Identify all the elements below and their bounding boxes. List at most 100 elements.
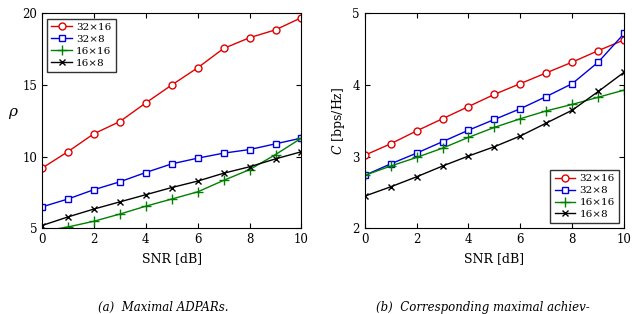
16×8 <box>516 134 524 138</box>
32×8 <box>516 107 524 111</box>
16×16 <box>271 153 279 156</box>
16×16 <box>220 178 227 182</box>
32×16 <box>491 92 499 96</box>
32×16 <box>298 16 305 19</box>
16×16 <box>116 212 124 216</box>
16×8 <box>142 193 150 197</box>
Y-axis label: $C$ [bps/Hz]: $C$ [bps/Hz] <box>330 87 347 155</box>
16×8 <box>38 224 45 227</box>
32×8 <box>543 95 550 98</box>
32×8 <box>361 174 369 177</box>
32×16 <box>142 101 150 105</box>
32×16 <box>168 83 175 87</box>
32×16 <box>543 71 550 75</box>
16×16 <box>595 95 602 99</box>
32×16 <box>116 120 124 123</box>
32×8 <box>413 151 420 155</box>
16×8 <box>194 179 202 183</box>
32×16 <box>413 129 420 133</box>
32×16 <box>271 28 279 32</box>
16×16 <box>168 197 175 201</box>
Y-axis label: $\rho$: $\rho$ <box>8 106 19 121</box>
32×16 <box>220 46 227 50</box>
16×16 <box>194 190 202 194</box>
32×16 <box>595 49 602 52</box>
16×16 <box>64 225 72 229</box>
Text: (a)  Maximal ADPARs.: (a) Maximal ADPARs. <box>98 301 228 314</box>
Legend: 32×16, 32×8, 16×16, 16×8: 32×16, 32×8, 16×16, 16×8 <box>47 19 116 72</box>
16×8 <box>543 121 550 125</box>
16×8 <box>595 89 602 93</box>
Line: 16×8: 16×8 <box>361 69 628 200</box>
16×16 <box>246 168 253 171</box>
16×16 <box>491 126 499 129</box>
Line: 32×8: 32×8 <box>38 135 305 210</box>
Text: (b)  Corresponding maximal achiev-
able rates.: (b) Corresponding maximal achiev- able r… <box>376 301 590 314</box>
32×16 <box>387 142 394 146</box>
32×16 <box>38 166 45 170</box>
X-axis label: SNR [dB]: SNR [dB] <box>141 252 202 265</box>
32×8 <box>142 171 150 174</box>
16×16 <box>568 102 576 106</box>
Line: 16×16: 16×16 <box>37 133 307 236</box>
Line: 16×8: 16×8 <box>38 148 305 229</box>
32×8 <box>568 82 576 85</box>
32×8 <box>387 162 394 166</box>
32×16 <box>516 82 524 85</box>
32×16 <box>568 60 576 64</box>
16×8 <box>246 165 253 169</box>
32×8 <box>38 205 45 209</box>
16×8 <box>361 194 369 198</box>
Line: 32×8: 32×8 <box>361 30 628 179</box>
32×8 <box>194 156 202 160</box>
16×8 <box>568 108 576 112</box>
16×16 <box>90 219 98 223</box>
32×8 <box>116 180 124 184</box>
16×8 <box>168 186 175 189</box>
16×8 <box>413 175 420 179</box>
16×8 <box>438 164 446 168</box>
Line: 32×16: 32×16 <box>361 36 628 159</box>
32×8 <box>491 117 499 121</box>
16×16 <box>465 135 472 139</box>
32×8 <box>438 140 446 143</box>
32×16 <box>64 150 72 154</box>
32×8 <box>298 136 305 140</box>
32×16 <box>361 154 369 157</box>
16×16 <box>142 204 150 208</box>
32×16 <box>438 117 446 121</box>
16×16 <box>361 174 369 177</box>
16×8 <box>116 200 124 204</box>
32×16 <box>465 105 472 108</box>
16×16 <box>413 155 420 159</box>
X-axis label: SNR [dB]: SNR [dB] <box>465 252 525 265</box>
16×8 <box>271 157 279 161</box>
32×8 <box>168 162 175 166</box>
16×16 <box>298 136 305 140</box>
16×8 <box>298 150 305 154</box>
16×8 <box>465 154 472 158</box>
32×8 <box>595 60 602 64</box>
Line: 16×16: 16×16 <box>360 85 629 180</box>
16×16 <box>620 88 628 92</box>
16×16 <box>543 109 550 113</box>
32×16 <box>194 66 202 70</box>
32×8 <box>246 148 253 151</box>
32×16 <box>90 132 98 136</box>
32×8 <box>220 151 227 155</box>
Line: 32×16: 32×16 <box>38 14 305 172</box>
16×8 <box>620 70 628 74</box>
32×16 <box>246 36 253 40</box>
32×8 <box>271 142 279 146</box>
32×8 <box>64 197 72 201</box>
Legend: 32×16, 32×8, 16×16, 16×8: 32×16, 32×8, 16×16, 16×8 <box>550 170 619 223</box>
16×16 <box>438 146 446 150</box>
16×8 <box>90 207 98 211</box>
32×8 <box>620 31 628 35</box>
32×16 <box>620 38 628 42</box>
16×16 <box>387 164 394 168</box>
32×8 <box>90 188 98 192</box>
16×8 <box>64 215 72 219</box>
16×8 <box>491 145 499 149</box>
16×8 <box>387 185 394 189</box>
